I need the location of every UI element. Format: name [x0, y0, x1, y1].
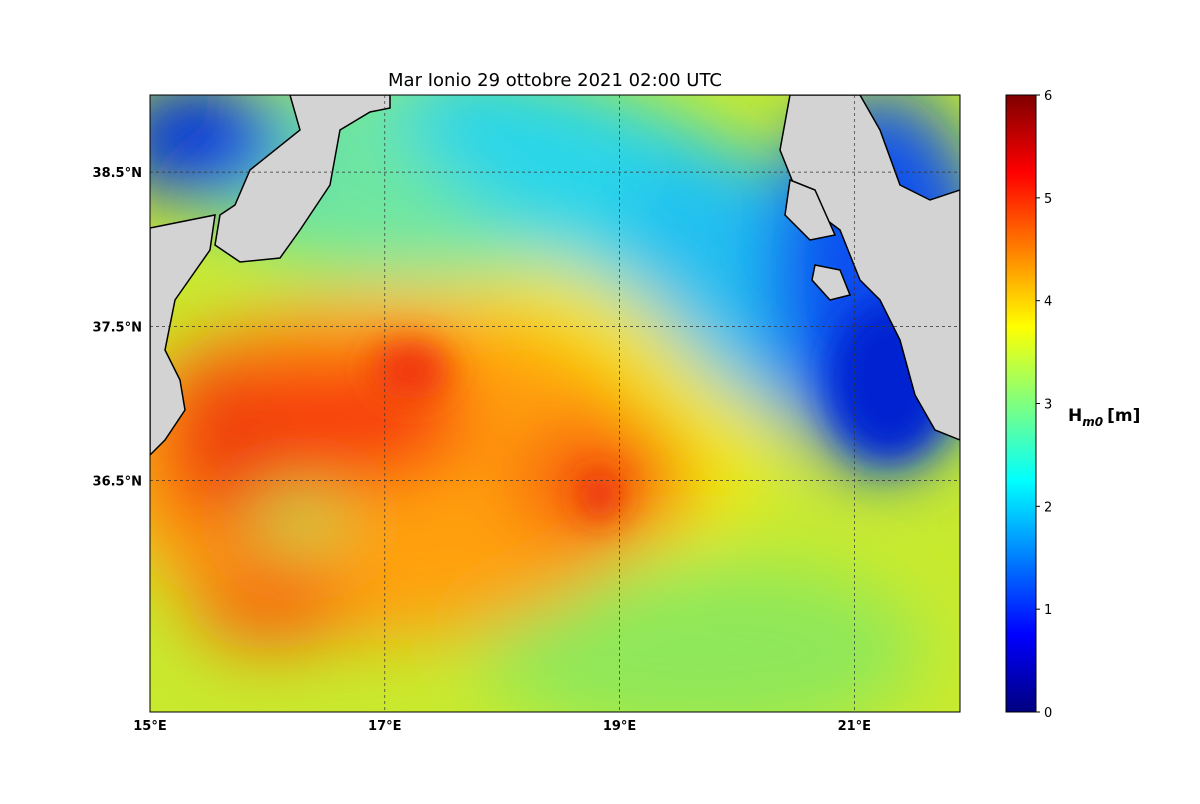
colorbar-tick-label: 6 [1044, 89, 1052, 104]
y-tick-label: 36.5°N [93, 475, 142, 490]
map-frame [149, 94, 961, 713]
colorbar-tick-label: 0 [1044, 706, 1052, 721]
y-tick-label: 37.5°N [93, 320, 142, 335]
x-tick-label: 19°E [603, 719, 636, 734]
y-tick-label: 38.5°N [93, 166, 142, 181]
x-tick-label: 21°E [838, 719, 871, 734]
colorbar-tick-label: 3 [1044, 398, 1052, 413]
map-title: Mar Ionio 29 ottobre 2021 02:00 UTC [388, 70, 722, 91]
wave-field [150, 95, 960, 712]
label-sub: m0 [1082, 415, 1103, 429]
colorbar-tick-label: 4 [1044, 295, 1052, 310]
x-tick-label: 15°E [133, 719, 166, 734]
x-tick-label: 17°E [368, 719, 401, 734]
colorbar-label: Hm0 [m] [1068, 406, 1140, 429]
colorbar [1005, 94, 1037, 713]
colorbar-tick-label: 1 [1044, 603, 1052, 618]
label-unit: [m] [1107, 406, 1140, 426]
colorbar-tick-label: 5 [1044, 192, 1052, 207]
land [150, 95, 960, 457]
label-base: H [1068, 406, 1082, 426]
colorbar-tick-label: 2 [1044, 500, 1052, 515]
